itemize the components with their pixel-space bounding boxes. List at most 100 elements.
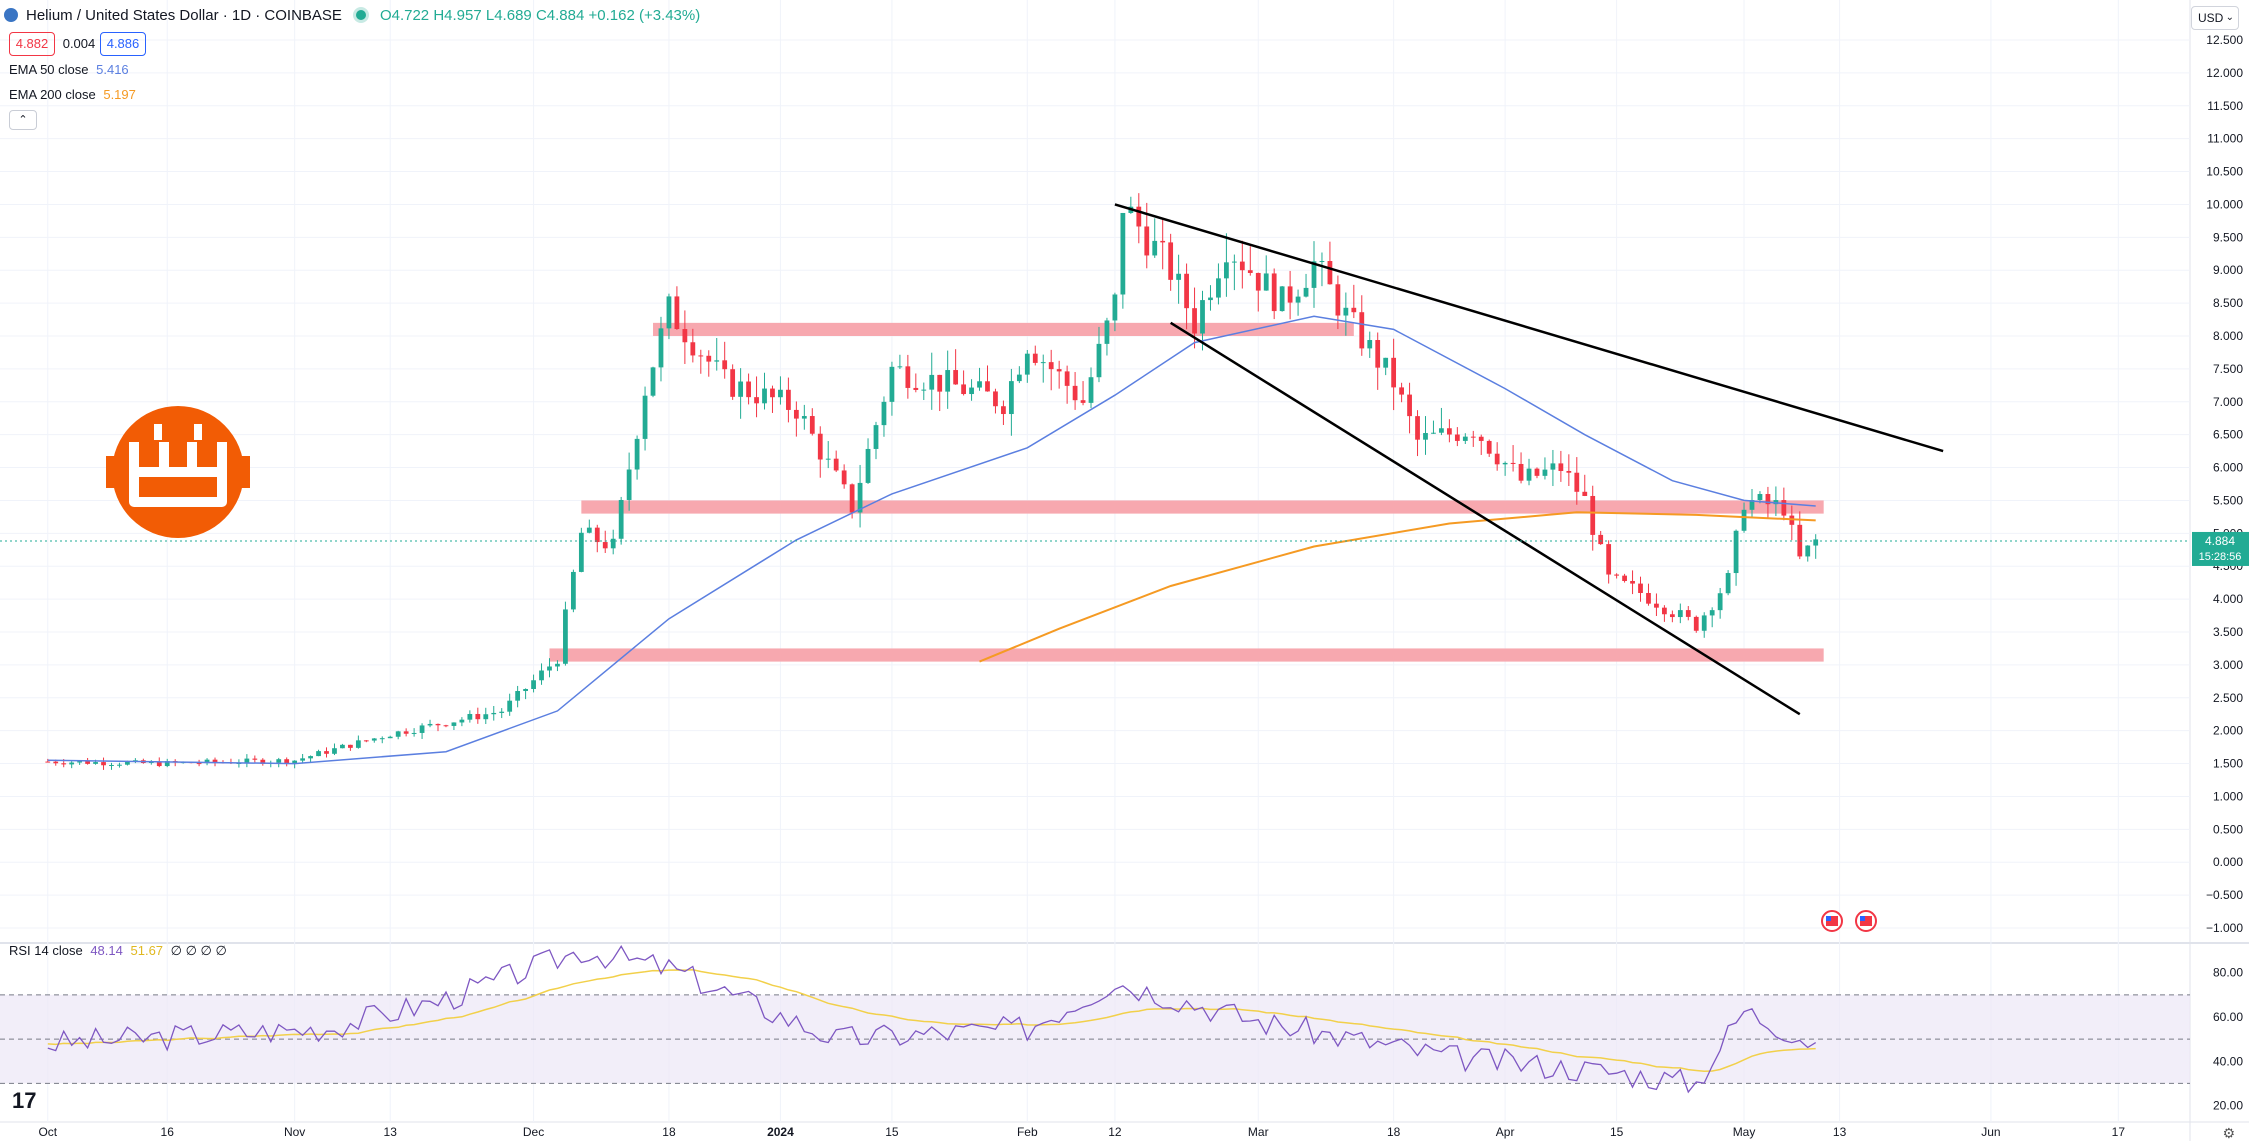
symbol-title[interactable]: Helium / United States Dollar · 1D · COI… [26, 6, 342, 24]
key-level-zone [653, 322, 1354, 336]
y-tick-label: 8.000 [2213, 329, 2243, 343]
y-tick-label: 8.500 [2213, 296, 2243, 310]
trendline [1169, 321, 1801, 716]
candle-body [1263, 273, 1269, 291]
ask-price-box[interactable]: 4.886 [100, 32, 146, 56]
y-tick-label: 5.500 [2213, 493, 2243, 507]
y-tick-label: −0.500 [2206, 888, 2243, 902]
candle-body [1351, 307, 1357, 313]
candle-body [1662, 607, 1667, 615]
candle-body [762, 388, 767, 404]
candle-body [1327, 261, 1333, 285]
candle-body [945, 370, 951, 392]
candle-body [1303, 287, 1309, 297]
candle-body [443, 725, 449, 727]
candle-body [395, 731, 401, 737]
countdown-label: 15:28:56 [2199, 551, 2242, 563]
y-tick-label: 1.000 [2213, 789, 2243, 803]
candle-body [602, 542, 608, 549]
key-level-zone [581, 500, 1824, 514]
candle-body [1208, 297, 1213, 301]
key-level-zone [549, 648, 1824, 662]
candle-body [117, 764, 122, 766]
candle-body [419, 725, 425, 733]
candle-body [316, 751, 321, 757]
chevron-down-icon: ⌄ [2225, 12, 2234, 23]
candle-body [1112, 294, 1118, 321]
close-value: C4.884 [535, 6, 585, 24]
collapse-legend-button[interactable]: ⌃ [9, 110, 37, 130]
candle-body [164, 761, 170, 767]
rsi-legend[interactable]: RSI 14 close 48.14 51.67 ∅ ∅ ∅ ∅ [9, 943, 227, 959]
settings-gear-icon[interactable]: ⚙ [2222, 1125, 2235, 1141]
ema50-legend[interactable]: EMA 50 close 5.416 [9, 62, 129, 77]
helium-symbol-icon [4, 8, 18, 22]
candle-body [93, 762, 98, 764]
flag-stripes [1860, 916, 1872, 926]
candle-body [1614, 574, 1620, 576]
candle-body [634, 438, 640, 470]
y-tick-label: 7.000 [2213, 395, 2243, 409]
chevron-up-icon: ⌃ [18, 114, 28, 126]
candle-body [1470, 436, 1476, 438]
candle-body [682, 329, 688, 343]
candle-body [212, 759, 218, 763]
candle-body [937, 374, 943, 392]
candle-body [1494, 453, 1500, 465]
candle-body [1160, 240, 1166, 243]
candle-body [873, 425, 879, 449]
candle-body [833, 458, 839, 471]
y-tick-label: 9.500 [2213, 230, 2243, 244]
x-tick-label: 13 [1833, 1125, 1847, 1139]
candle-body [706, 355, 712, 362]
candle-body [674, 296, 680, 330]
rsi-extra-values: ∅ ∅ ∅ ∅ [170, 943, 227, 958]
tradingview-logo-icon[interactable]: 17 [12, 1088, 37, 1113]
candle-body [1311, 261, 1317, 288]
y-tick-label: 10.000 [2206, 197, 2243, 211]
candle-body [1144, 226, 1150, 256]
candle-body [1773, 500, 1779, 505]
candle-body [1669, 614, 1675, 618]
candle-body [403, 731, 409, 734]
x-tick-label: Dec [523, 1125, 544, 1139]
candle-body [1606, 544, 1612, 575]
candle-body [459, 719, 465, 723]
candle-body [1287, 286, 1293, 303]
bid-price-box[interactable]: 4.882 [9, 32, 55, 56]
candle-body [1024, 353, 1030, 375]
candle-body [666, 296, 672, 329]
candle-body [101, 762, 106, 766]
candle-body [125, 761, 130, 765]
rsi-ma-line [47, 969, 1816, 1073]
candle-body [746, 381, 751, 398]
candle-body [1486, 440, 1492, 454]
candle-body [1446, 428, 1452, 435]
candle-body [435, 723, 441, 726]
candle-body [1295, 296, 1301, 303]
candle-body [1622, 575, 1627, 581]
ema200-legend[interactable]: EMA 200 close 5.197 [9, 87, 136, 102]
ema200-value: 5.197 [103, 87, 136, 102]
rsi-ma-value: 51.67 [130, 943, 164, 958]
candle-body [1367, 340, 1373, 349]
candle-body [1510, 462, 1516, 464]
candle-body [825, 458, 831, 460]
candle-body [570, 571, 576, 610]
candle-body [1136, 206, 1142, 227]
ema50-line [47, 315, 1816, 765]
candle-body [1677, 610, 1683, 618]
spread-value: 0.004 [62, 36, 96, 51]
candle-body [969, 387, 974, 395]
candle-body [690, 342, 696, 356]
currency-button[interactable]: USD ⌄ [2191, 6, 2239, 30]
candle-body [626, 469, 632, 500]
x-tick-label: 18 [662, 1125, 676, 1139]
bitcoin-logo-icon [106, 406, 250, 538]
candle-body [778, 389, 783, 398]
candle-body [1088, 377, 1094, 403]
candle-body [1080, 400, 1086, 403]
candle-body [913, 387, 919, 390]
